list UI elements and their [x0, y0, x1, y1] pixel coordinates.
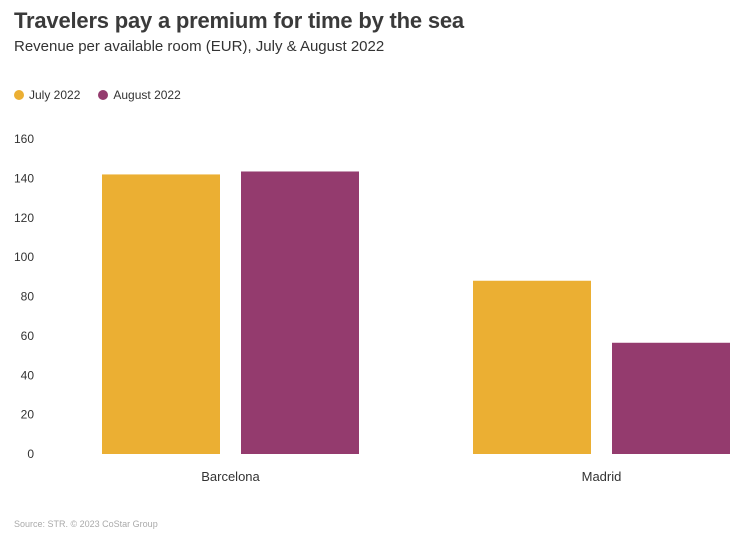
source-note: Source: STR. © 2023 CoStar Group — [14, 519, 158, 529]
bar-madrid-august — [612, 342, 730, 454]
bar-madrid-july — [473, 280, 591, 454]
y-tick-label: 100 — [14, 250, 34, 264]
legend-swatch-august — [98, 90, 109, 100]
y-tick-label: 0 — [27, 447, 34, 461]
legend-swatch-july — [14, 90, 24, 100]
bar-barcelona-august — [241, 171, 359, 454]
legend-item-august: August 2022 — [98, 88, 181, 102]
x-category-label: Madrid — [582, 469, 622, 484]
y-tick-label: 20 — [21, 408, 35, 422]
y-tick-label: 80 — [21, 290, 35, 304]
y-tick-label: 160 — [14, 132, 34, 146]
bar-barcelona-july — [102, 174, 220, 454]
y-tick-label: 120 — [14, 211, 34, 225]
x-category-label: Barcelona — [201, 469, 260, 484]
legend-label-july: July 2022 — [29, 88, 81, 102]
chart-legend: July 2022 August 2022 — [14, 88, 199, 102]
chart-subtitle: Revenue per available room (EUR), July &… — [14, 38, 385, 55]
legend-label-august: August 2022 — [113, 88, 181, 102]
y-tick-label: 60 — [21, 329, 35, 343]
y-tick-label: 140 — [14, 171, 34, 185]
chart-title: Travelers pay a premium for time by the … — [14, 8, 464, 33]
y-tick-label: 40 — [21, 368, 35, 382]
legend-item-july: July 2022 — [14, 88, 80, 102]
